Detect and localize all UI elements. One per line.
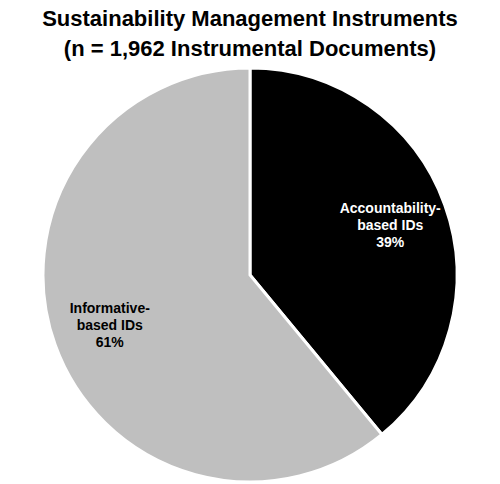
title: Sustainability Management Instruments bbox=[42, 6, 458, 31]
data-label: 61% bbox=[96, 334, 125, 350]
labels: Accountability-based IDs39%Informative-b… bbox=[70, 200, 441, 351]
slice-label: based IDs bbox=[77, 317, 143, 333]
pie bbox=[43, 68, 457, 482]
chart: Sustainability Management Instruments (n … bbox=[0, 0, 500, 484]
data-label: 39% bbox=[376, 234, 405, 250]
slice-label: Accountability- bbox=[340, 200, 441, 216]
slice-label: based IDs bbox=[357, 217, 423, 233]
slice bbox=[43, 68, 382, 482]
subtitle: (n = 1,962 Instrumental Documents) bbox=[64, 36, 436, 61]
slice-label: Informative- bbox=[70, 300, 150, 316]
